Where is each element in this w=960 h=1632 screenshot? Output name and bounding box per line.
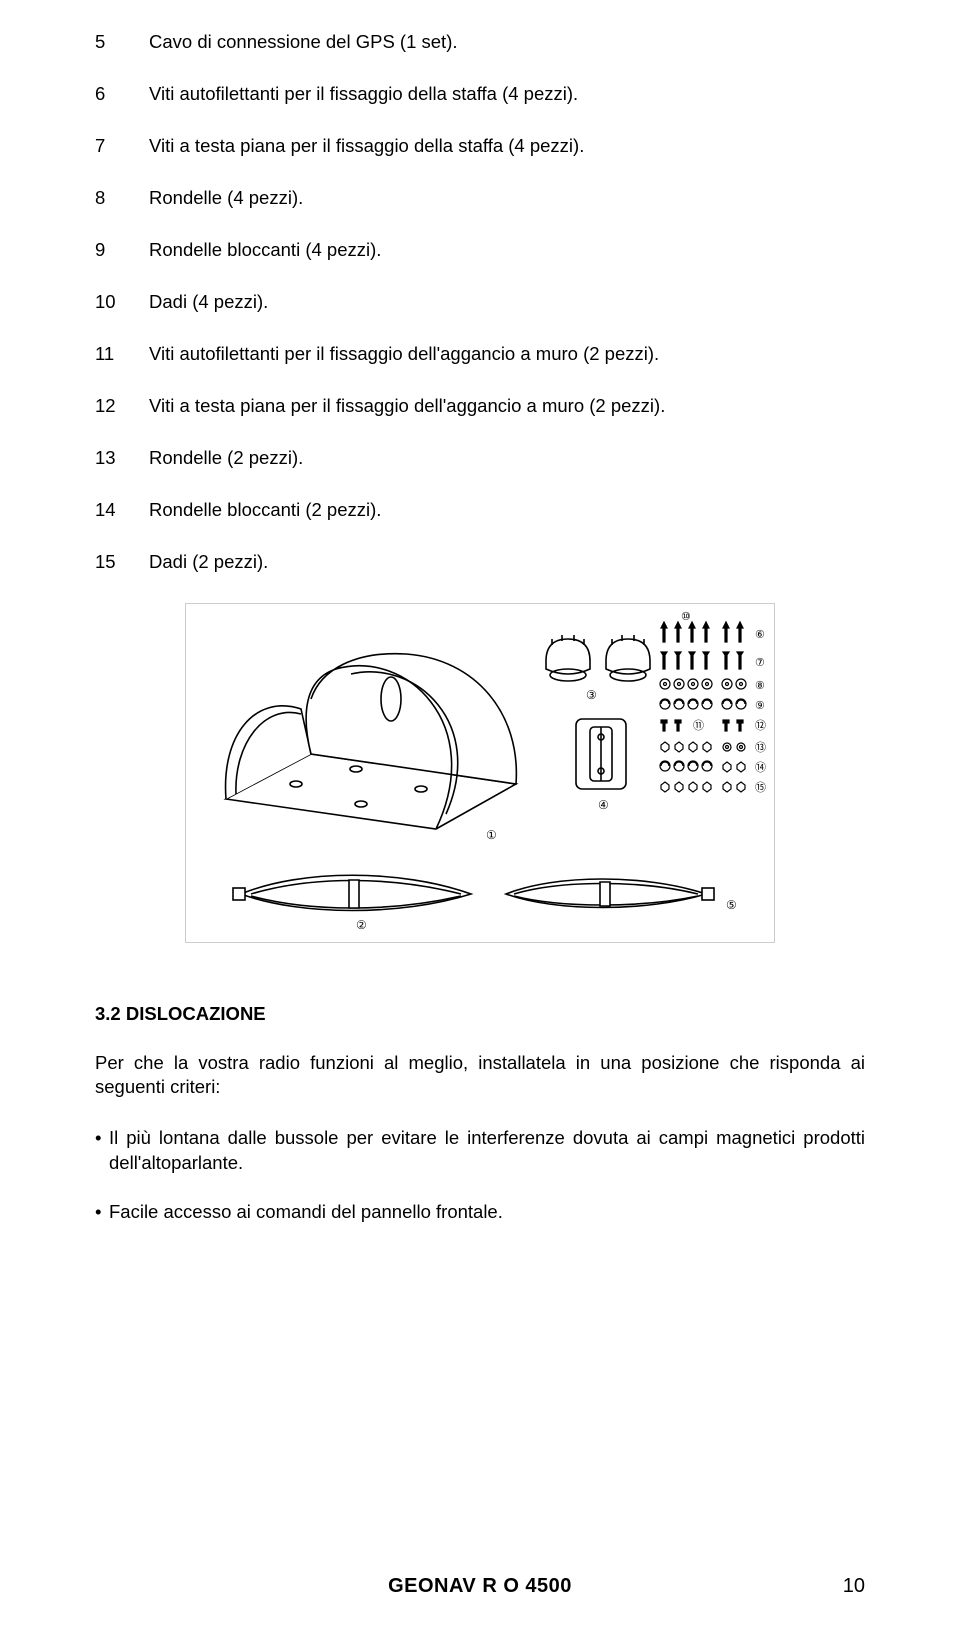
list-text: Viti a testa piana per il fissaggio dell… (149, 394, 865, 418)
list-text: Dadi (4 pezzi). (149, 290, 865, 314)
list-text: Rondelle (4 pezzi). (149, 186, 865, 210)
list-text: Viti autofilettanti per il fissaggio del… (149, 82, 865, 106)
bullet-text: Il più lontana dalle bussole per evitare… (109, 1126, 865, 1176)
list-text: Cavo di connessione del GPS (1 set). (149, 30, 865, 54)
list-item: 12 Viti a testa piana per il fissaggio d… (95, 394, 865, 418)
list-number: 15 (95, 550, 149, 574)
svg-text:⑤: ⑤ (726, 898, 737, 912)
page-number: 10 (843, 1575, 865, 1598)
list-number: 9 (95, 238, 149, 262)
svg-text:②: ② (356, 918, 367, 932)
diagram-svg: ① ③ ④ (186, 604, 776, 944)
list-item: 5 Cavo di connessione del GPS (1 set). (95, 30, 865, 54)
svg-text:⑮: ⑮ (755, 781, 766, 794)
list-item: 6 Viti autofilettanti per il fissaggio d… (95, 82, 865, 106)
bullet-text: Facile accesso ai comandi del pannello f… (109, 1200, 865, 1225)
list-number: 8 (95, 186, 149, 210)
bullet-item: • Il più lontana dalle bussole per evita… (95, 1126, 865, 1176)
svg-text:⑫: ⑫ (755, 719, 766, 732)
list-item: 13 Rondelle (2 pezzi). (95, 446, 865, 470)
svg-text:⑭: ⑭ (755, 761, 766, 774)
list-text: Viti autofilettanti per il fissaggio del… (149, 342, 865, 366)
list-number: 7 (95, 134, 149, 158)
bullet-mark: • (95, 1200, 109, 1225)
list-text: Dadi (2 pezzi). (149, 550, 865, 574)
list-number: 11 (95, 342, 149, 366)
list-number: 12 (95, 394, 149, 418)
svg-text:⑥: ⑥ (755, 629, 765, 641)
svg-text:⑬: ⑬ (755, 741, 766, 754)
list-item: 11 Viti autofilettanti per il fissaggio … (95, 342, 865, 366)
svg-text:③: ③ (586, 688, 597, 702)
bullet-item: • Facile accesso ai comandi del pannello… (95, 1200, 865, 1225)
list-text: Rondelle bloccanti (2 pezzi). (149, 498, 865, 522)
list-text: Rondelle bloccanti (4 pezzi). (149, 238, 865, 262)
bullet-mark: • (95, 1126, 109, 1176)
list-text: Viti a testa piana per il fissaggio dell… (149, 134, 865, 158)
section-heading: 3.2 DISLOCAZIONE (95, 1003, 865, 1025)
list-item: 7 Viti a testa piana per il fissaggio de… (95, 134, 865, 158)
list-number: 13 (95, 446, 149, 470)
list-number: 6 (95, 82, 149, 106)
numbered-list: 5 Cavo di connessione del GPS (1 set). 6… (95, 30, 865, 575)
footer-title: GEONAV R O 4500 (388, 1575, 572, 1598)
svg-text:⑩: ⑩ (681, 611, 691, 623)
svg-text:④: ④ (598, 798, 609, 812)
list-item: 9 Rondelle bloccanti (4 pezzi). (95, 238, 865, 262)
list-number: 10 (95, 290, 149, 314)
svg-text:①: ① (486, 828, 497, 842)
paragraph: Per che la vostra radio funzioni al megl… (95, 1051, 865, 1101)
svg-text:⑪: ⑪ (693, 719, 704, 732)
svg-text:⑨: ⑨ (755, 700, 765, 712)
assembly-diagram: ① ③ ④ (185, 603, 775, 943)
list-number: 14 (95, 498, 149, 522)
list-item: 14 Rondelle bloccanti (2 pezzi). (95, 498, 865, 522)
list-number: 5 (95, 30, 149, 54)
list-item: 8 Rondelle (4 pezzi). (95, 186, 865, 210)
svg-text:⑧: ⑧ (755, 680, 765, 692)
list-item: 15 Dadi (2 pezzi). (95, 550, 865, 574)
svg-text:⑦: ⑦ (755, 657, 765, 669)
list-item: 10 Dadi (4 pezzi). (95, 290, 865, 314)
footer: GEONAV R O 4500 (0, 1575, 960, 1598)
list-text: Rondelle (2 pezzi). (149, 446, 865, 470)
